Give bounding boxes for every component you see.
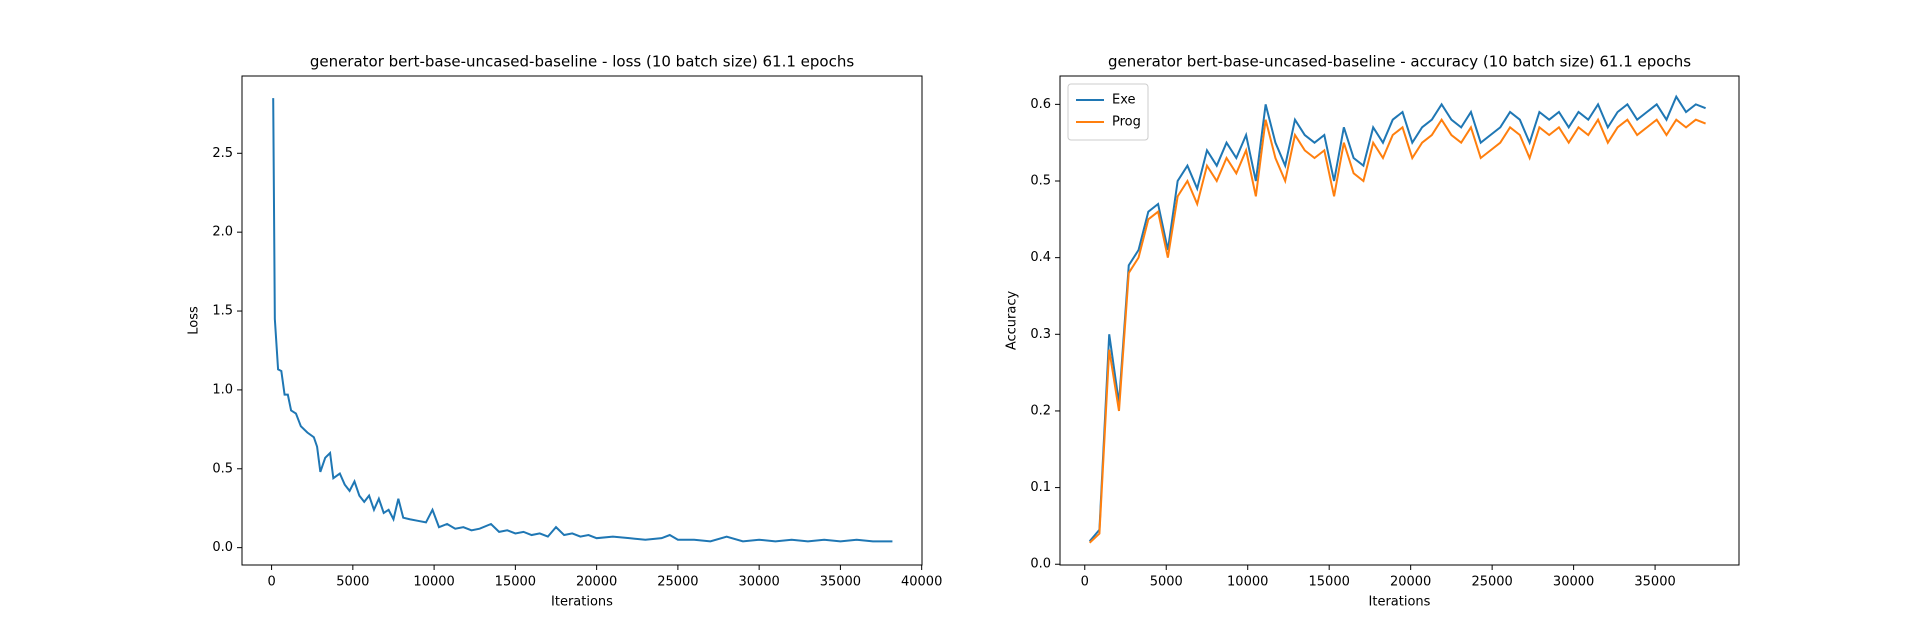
y-tick-label: 0.6 [1030,97,1051,112]
y-axis-label: Accuracy [1005,291,1020,351]
x-tick-label: 15000 [495,575,536,590]
x-axis-label: Iterations [551,595,613,610]
x-tick-label: 15000 [1309,575,1350,590]
x-tick-label: 5000 [336,575,369,590]
axes-frame [1059,75,1740,566]
legend-label: Exe [1112,93,1136,108]
x-tick-label: 35000 [1634,575,1675,590]
x-tick-label: 40000 [901,575,942,590]
x-tick-label: 25000 [657,575,698,590]
x-tick-label: 10000 [1227,575,1268,590]
x-tick-label: 35000 [820,575,861,590]
y-tick-label: 0.3 [1030,327,1051,342]
data-line [1088,117,1706,544]
y-tick-label: 2.0 [212,225,233,240]
x-tick-label: 30000 [738,575,779,590]
data-line [1088,94,1706,542]
chart-title: generator bert-base-uncased-baseline - a… [1108,53,1691,71]
chart-title: generator bert-base-uncased-baseline - l… [310,53,855,71]
x-tick-label: 0 [1081,575,1089,590]
legend-box [1067,83,1149,141]
x-tick-label: 10000 [413,575,454,590]
y-tick-label: 0.1 [1030,480,1051,495]
y-axis-label: Loss [187,306,202,335]
legend-label: Prog [1112,115,1141,130]
y-tick-label: 0.4 [1030,250,1051,265]
y-tick-label: 0.5 [1030,174,1051,189]
x-tick-label: 5000 [1150,575,1183,590]
y-tick-label: 2.5 [212,146,233,161]
axes-frame [241,75,923,566]
y-tick-label: 0.0 [1030,557,1051,572]
x-tick-label: 30000 [1553,575,1594,590]
data-line [272,98,893,543]
x-tick-label: 25000 [1471,575,1512,590]
x-tick-label: 20000 [576,575,617,590]
x-tick-label: 0 [267,575,275,590]
y-tick-label: 1.0 [212,382,233,397]
x-axis-label: Iterations [1369,595,1431,610]
y-tick-label: 0.0 [212,540,233,555]
y-tick-label: 0.2 [1030,403,1051,418]
x-tick-label: 20000 [1390,575,1431,590]
y-tick-label: 0.5 [212,461,233,476]
y-tick-label: 1.5 [212,304,233,319]
